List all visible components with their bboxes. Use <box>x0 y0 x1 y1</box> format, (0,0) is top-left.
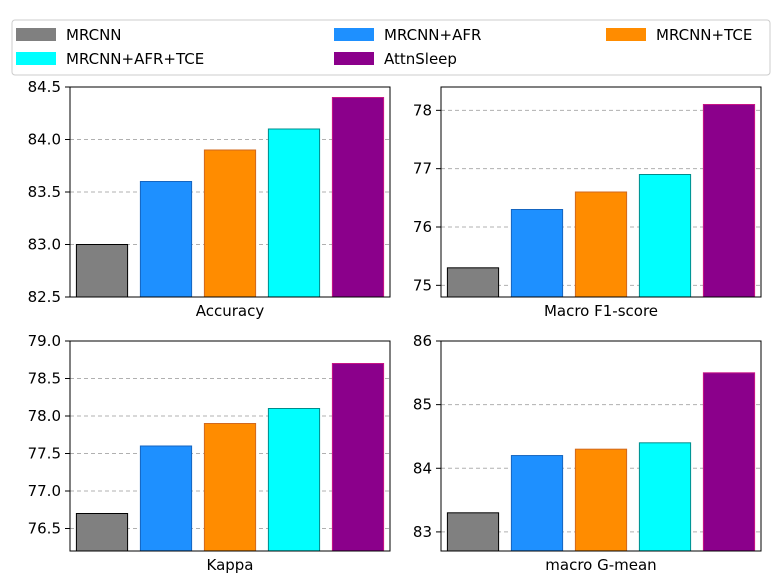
bar-mrcnn-afr-tce <box>267 408 321 552</box>
chart-panel-1: 75 76 77 78 Macro F1-score <box>413 86 762 320</box>
legend-label-3: MRCNN+AFR+TCE <box>66 50 204 68</box>
legend: MRCNN MRCNN+AFR MRCNN+TCE MRCNN+AFR+TCE Attn… <box>11 19 771 76</box>
legend-label-2: MRCNN+TCE <box>656 26 752 44</box>
bar-mrcnn-afr <box>139 445 193 552</box>
legend-frame <box>11 19 771 76</box>
y-tick-label: 78.5 <box>28 370 61 388</box>
legend-swatch-0 <box>16 28 56 41</box>
legend-label-1: MRCNN+AFR <box>384 26 481 44</box>
bar-mrcnn-tce <box>203 423 257 552</box>
y-tick-label: 84 <box>413 459 432 477</box>
y-tick-label: 78.0 <box>28 407 61 425</box>
legend-swatch-3 <box>16 52 56 65</box>
legend-swatch-2 <box>606 28 646 41</box>
y-tick-label: 82.5 <box>28 288 61 306</box>
y-tick-label: 77.5 <box>28 445 61 463</box>
bar-mrcnn <box>75 513 129 552</box>
chart-panel-2: 76.5 77.0 77.5 78.0 78.5 79.0 Kappa <box>28 332 391 574</box>
bar-mrcnn-afr-tce <box>267 128 321 298</box>
y-tick-label: 85 <box>413 396 432 414</box>
bar-mrcnn-afr <box>510 209 564 298</box>
bar-mrcnn <box>446 512 500 552</box>
y-tick-label: 83 <box>413 523 432 541</box>
bar-mrcnn-tce <box>203 149 257 298</box>
y-tick-label: 86 <box>413 332 432 350</box>
y-tick-label: 79.0 <box>28 332 61 350</box>
bar-mrcnn <box>446 267 500 298</box>
bar-attnsleep <box>702 372 756 552</box>
bar-attnsleep <box>331 363 385 552</box>
chart-panel-0: 82.5 83.0 83.5 84.0 84.5 Accuracy <box>28 78 391 320</box>
y-tick-label: 77 <box>413 160 432 178</box>
bar-attnsleep <box>331 97 385 298</box>
bar-mrcnn-tce <box>574 448 628 552</box>
y-tick-label: 76.5 <box>28 520 61 538</box>
y-tick-label: 83.0 <box>28 236 61 254</box>
bar-mrcnn-afr-tce <box>638 442 692 552</box>
legend-label-4: AttnSleep <box>384 50 457 68</box>
legend-label-0: MRCNN <box>66 26 122 44</box>
bar-mrcnn-afr <box>510 455 564 552</box>
y-tick-label: 83.5 <box>28 183 61 201</box>
chart-panel-3: 83 84 85 86 macro G-mean <box>413 332 762 574</box>
y-tick-label: 76 <box>413 218 432 236</box>
x-axis-label: Macro F1-score <box>544 302 658 320</box>
y-tick-label: 75 <box>413 276 432 294</box>
bar-mrcnn-tce <box>574 191 628 298</box>
x-axis-label: macro G-mean <box>545 556 656 574</box>
y-tick-label: 77.0 <box>28 482 61 500</box>
bar-mrcnn <box>75 244 129 298</box>
bar-attnsleep <box>702 104 756 298</box>
legend-swatch-1 <box>334 28 374 41</box>
x-axis-label: Kappa <box>207 556 254 574</box>
axes-frame <box>69 340 391 552</box>
legend-swatch-4 <box>334 52 374 65</box>
axes-frame <box>440 340 762 552</box>
chart-panels: 82.5 83.0 83.5 84.0 84.5 Accuracy 75 76 77 78 Macr… <box>28 78 762 574</box>
axes-frame <box>440 86 762 298</box>
y-tick-label: 78 <box>413 101 432 119</box>
y-tick-label: 84.0 <box>28 131 61 149</box>
x-axis-label: Accuracy <box>196 302 265 320</box>
bar-mrcnn-afr-tce <box>638 174 692 298</box>
y-tick-label: 84.5 <box>28 78 61 96</box>
bar-mrcnn-afr <box>139 181 193 298</box>
